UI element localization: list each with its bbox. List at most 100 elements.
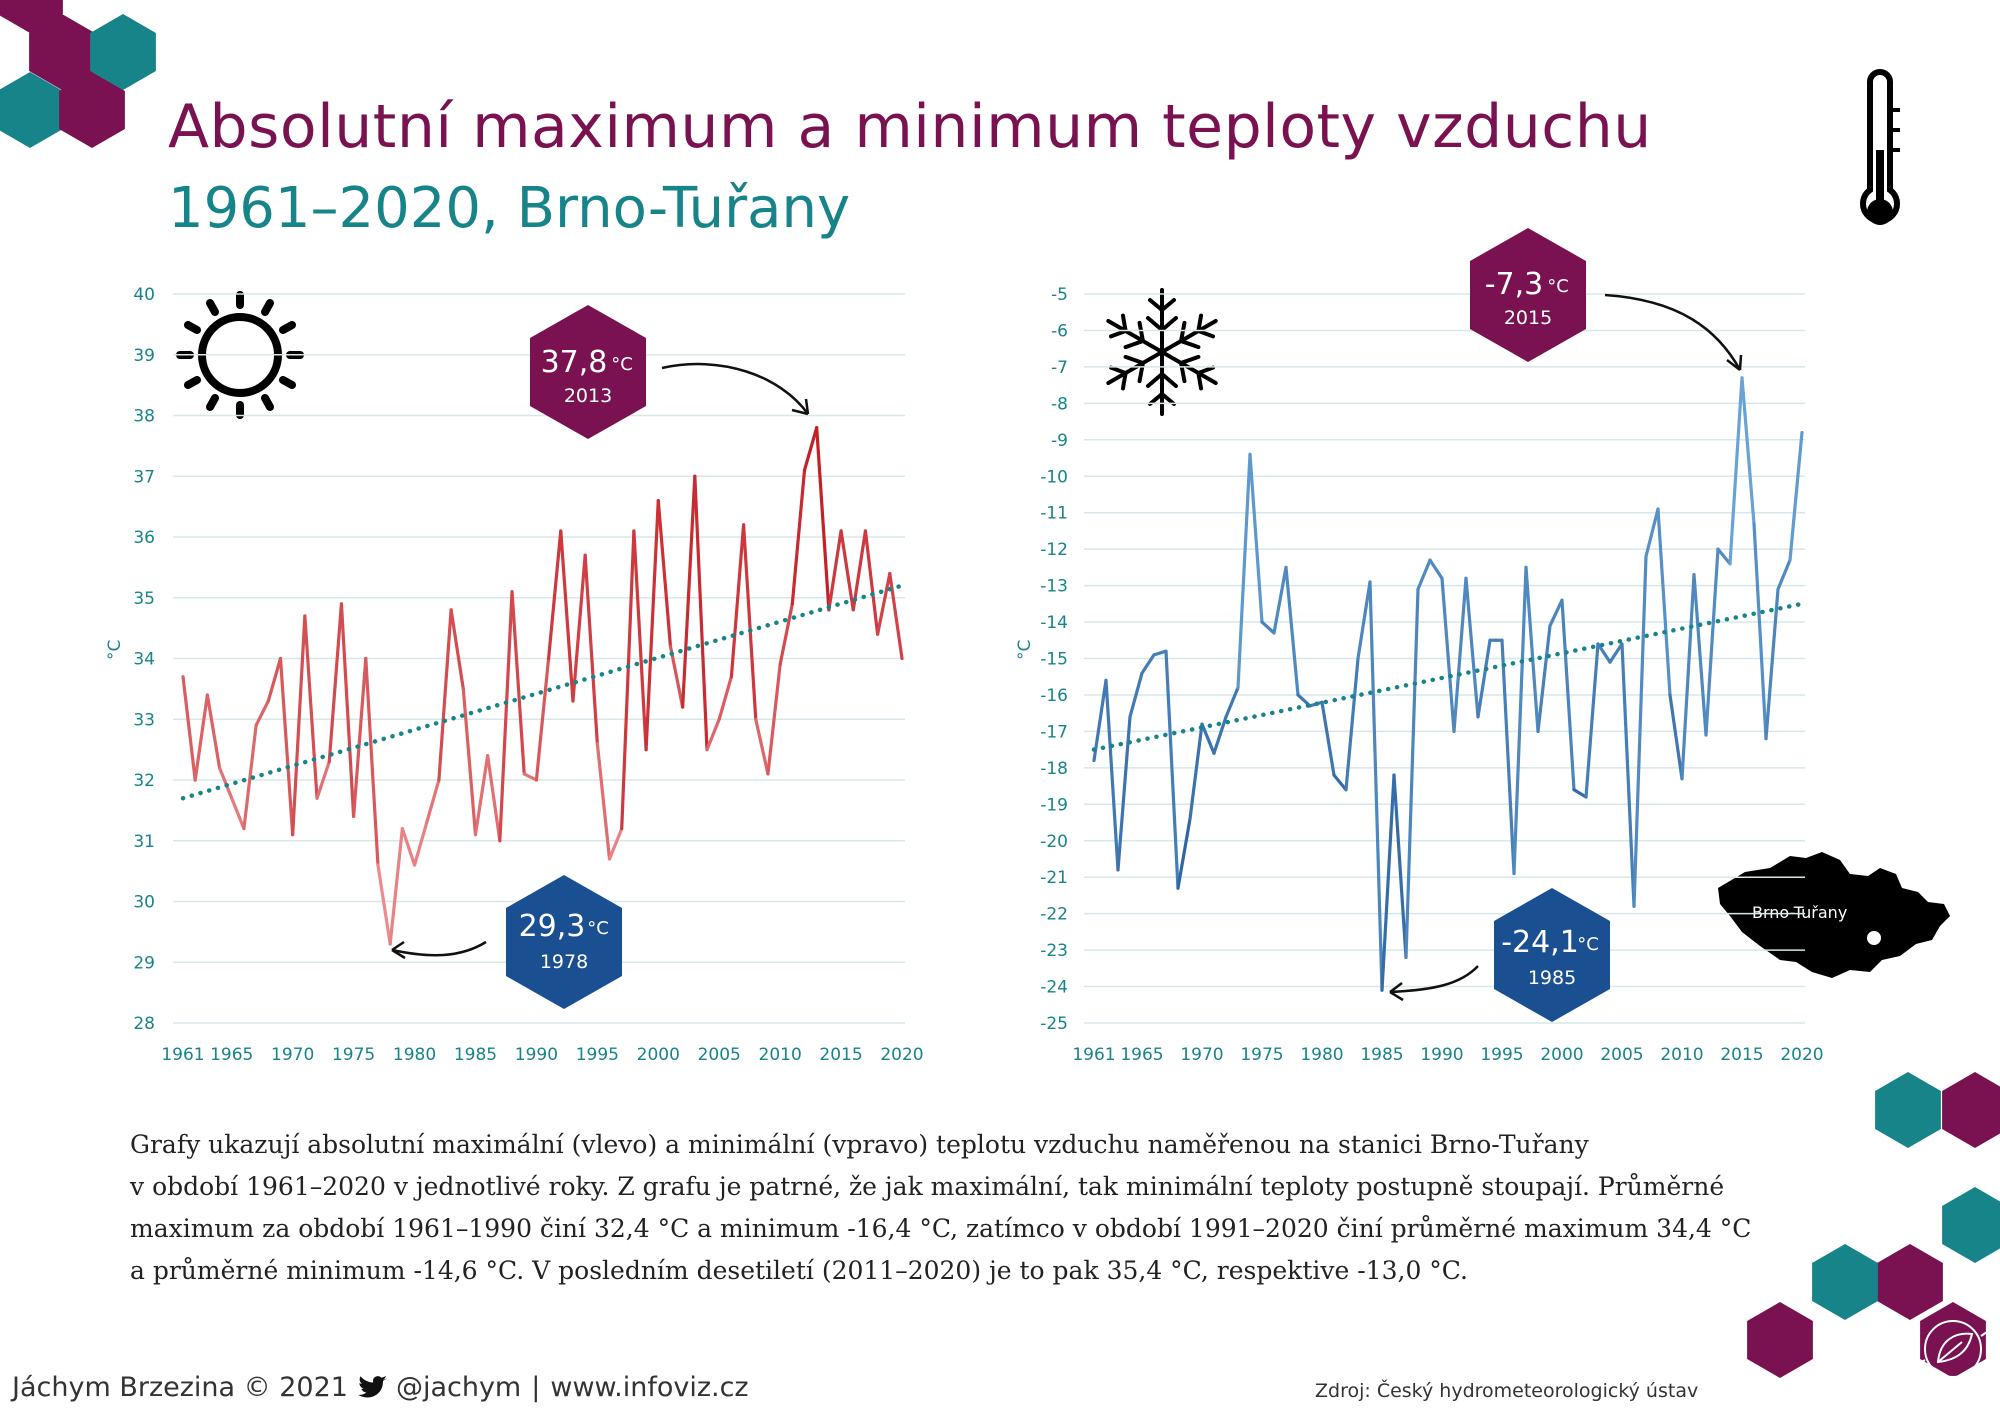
series-segment (1236, 452, 1252, 690)
series-segment (266, 656, 283, 703)
series-segment (1548, 598, 1564, 628)
decor-hexagon (1875, 1072, 1941, 1148)
series-segment (595, 741, 612, 861)
annotation-value: -7,3 (1485, 267, 1544, 302)
series-segment (1680, 573, 1696, 781)
x-tick-label: 1980 (1300, 1045, 1343, 1065)
y-tick-label: -23 (1040, 941, 1068, 961)
annotation-hexagon (506, 875, 622, 1009)
decor-hexagon (1942, 1072, 2000, 1148)
y-tick-label: -14 (1040, 613, 1068, 633)
y-tick-label: -24 (1040, 978, 1068, 998)
series-segment (352, 656, 368, 819)
x-tick-label: 2015 (819, 1045, 862, 1065)
series-segment (425, 778, 441, 825)
decor-hexagon (29, 14, 95, 90)
series-segment (1704, 547, 1720, 737)
website-link[interactable]: www.infoviz.cz (550, 1372, 749, 1403)
x-axis-ticks: 1961 1965 1970 1975 1980 1985 1990 1995 2000 2005… (1072, 1045, 1823, 1065)
page-title: Absolutní maximum a minimum teploty vzdu… (168, 92, 1652, 162)
series-segment (278, 656, 295, 837)
annotation-hexagon (1494, 888, 1610, 1022)
grid-lines (1084, 293, 1805, 1024)
x-tick-label: 1990 (1420, 1045, 1463, 1065)
series-segment (327, 602, 344, 764)
series-segment (1512, 565, 1528, 876)
series-segment (693, 474, 709, 752)
twitter-handle[interactable]: @jachym (395, 1372, 522, 1403)
annotation-year: 1985 (1528, 967, 1576, 989)
series-segment (790, 468, 807, 606)
y-tick-label: -19 (1040, 795, 1068, 815)
x-tick-label: 1995 (1480, 1045, 1523, 1065)
series-segment (449, 608, 465, 691)
x-tick-label: 2020 (1780, 1045, 1823, 1065)
series-segment (205, 693, 222, 770)
trend-line-path (1091, 601, 1805, 752)
series-segment (1392, 773, 1408, 959)
x-tick-label: 2010 (1660, 1045, 1703, 1065)
series-segment (1116, 715, 1132, 872)
y-tick-label: 31 (133, 832, 155, 852)
x-tick-label: 2015 (1720, 1045, 1763, 1065)
series-segment (1584, 642, 1600, 799)
series-segment (315, 760, 331, 800)
series-segment (1428, 558, 1444, 580)
series-segment (851, 529, 868, 612)
series-segment (1596, 642, 1612, 664)
map-label: Brno-Tuřany (1752, 903, 1847, 922)
y-tick-label: 34 (133, 650, 155, 670)
series-segment (644, 498, 660, 752)
series-segment (522, 772, 539, 782)
series-segment (473, 754, 490, 837)
annotation-value: 29,3 (519, 909, 586, 944)
y-axis-ticks: -5 -6 -7 -8 -9 -10 -11 -12 -13 -14 -15 -16 -17 -18 -19… (1040, 285, 1068, 1034)
y-tick-label: -15 (1040, 650, 1068, 670)
y-tick-label: 30 (133, 893, 155, 913)
series-segment (571, 553, 587, 703)
y-axis-label: °C (1015, 640, 1035, 660)
series-segment (1164, 649, 1180, 890)
decor-hexagon (1877, 1244, 1943, 1320)
series-segment (1524, 565, 1540, 734)
series-segment (1464, 576, 1480, 719)
y-tick-label: 37 (133, 467, 155, 487)
series-segment (181, 675, 197, 782)
y-tick-label: 33 (133, 710, 155, 730)
series-segment (1320, 700, 1336, 777)
y-tick-label: -21 (1040, 868, 1068, 888)
series-segment (607, 826, 624, 861)
y-tick-label: -16 (1040, 686, 1068, 706)
series-segment (364, 656, 380, 867)
y-tick-label: 38 (133, 407, 155, 427)
series-segment (1452, 576, 1468, 734)
annotation-arrow (391, 940, 487, 957)
y-tick-label: -18 (1040, 759, 1068, 779)
y-tick-label: 35 (133, 589, 155, 609)
x-tick-label: 1985 (1360, 1045, 1403, 1065)
annotation-unit: °C (587, 918, 609, 939)
annotation-unit: °C (1547, 276, 1569, 297)
series-segment (1344, 656, 1360, 792)
series-segment (1272, 565, 1288, 635)
series-segment (1248, 452, 1264, 624)
series-segment (254, 699, 270, 727)
x-tick-label: 2020 (880, 1045, 923, 1065)
decor-hexagon (1747, 1302, 1813, 1378)
series-segment (1620, 642, 1636, 908)
series-segment (1152, 649, 1168, 657)
series-segment (1176, 817, 1192, 890)
annotation-min: 29,3 °C 1978 (391, 875, 622, 1009)
y-tick-label: 32 (133, 771, 155, 791)
y-tick-label: 40 (133, 285, 155, 305)
series-line (181, 426, 904, 946)
y-tick-label: 28 (133, 1014, 155, 1034)
twitter-bird-icon[interactable] (357, 1375, 388, 1401)
y-tick-label: 36 (133, 528, 155, 548)
x-tick-label: 2005 (1600, 1045, 1643, 1065)
y-tick-label: -20 (1040, 832, 1068, 852)
series-segment (1740, 376, 1756, 526)
x-tick-label: 1970 (1180, 1045, 1223, 1065)
